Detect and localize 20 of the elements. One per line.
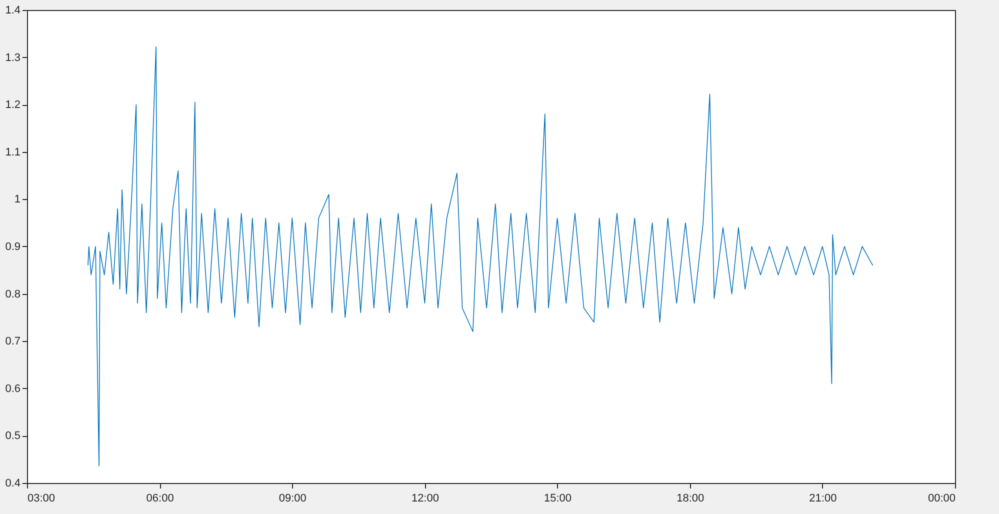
y-tick-label: 0.8 (5, 288, 20, 300)
y-tick-label: 0.5 (5, 430, 20, 442)
x-tick-label: 21:00 (809, 492, 837, 504)
y-tick-label: 1.3 (5, 52, 20, 64)
x-tick-label: 06:00 (146, 492, 174, 504)
y-tick-label: 0.7 (5, 336, 20, 348)
line-series (88, 46, 874, 466)
x-tick-label: 15:00 (544, 492, 572, 504)
y-tick-label: 1.4 (5, 4, 20, 16)
y-tick-label: 0.9 (5, 241, 20, 253)
y-tick-label: 0.6 (5, 382, 20, 395)
x-tick-label: 12:00 (411, 492, 439, 504)
y-tick-label: 1 (14, 194, 20, 206)
x-tick-label: 18:00 (676, 492, 704, 504)
y-tick-label: 1.2 (5, 99, 20, 112)
y-tick-label: 0.4 (5, 478, 20, 490)
y-tick-label: 1.1 (5, 146, 20, 158)
x-tick-label: 03:00 (28, 492, 56, 504)
x-tick-label: 09:00 (278, 492, 306, 504)
x-tick-label: 00:00 (928, 492, 956, 504)
